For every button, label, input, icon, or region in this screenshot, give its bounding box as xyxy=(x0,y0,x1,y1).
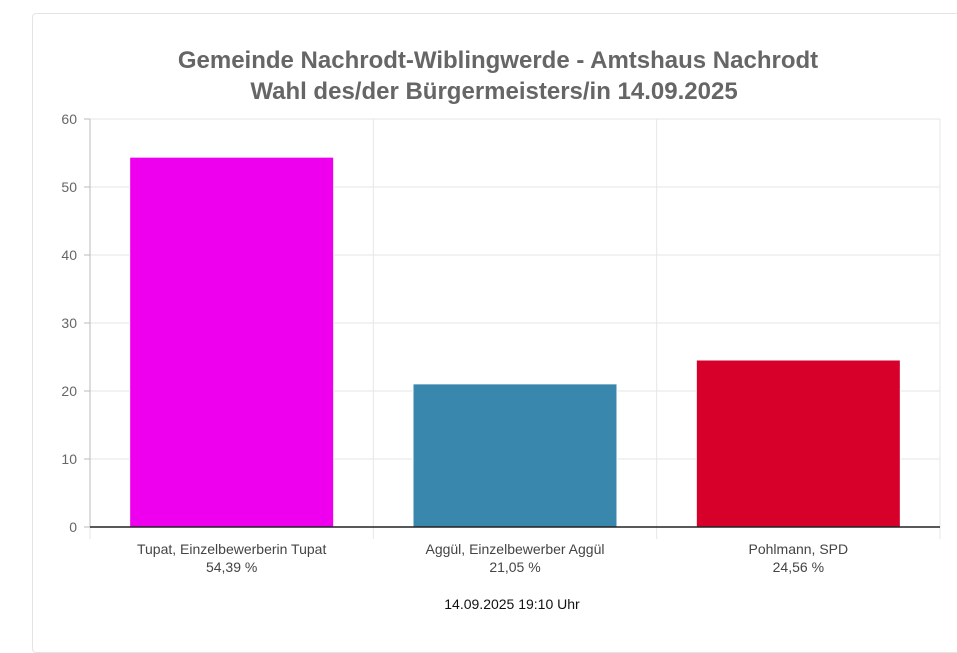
axes xyxy=(89,119,940,528)
footer-timestamp: 14.09.2025 19:10 Uhr xyxy=(444,596,580,612)
x-value-label: 24,56 % xyxy=(773,559,824,575)
x-value-label: 21,05 % xyxy=(489,559,540,575)
x-category-label: Aggül, Einzelbewerber Aggül xyxy=(425,541,604,557)
bars xyxy=(129,156,901,528)
bar[interactable] xyxy=(695,359,901,528)
x-category-label: Tupat, Einzelbewerberin Tupat xyxy=(137,541,326,557)
x-value-label: 54,39 % xyxy=(206,559,257,575)
chart-title-line-1: Gemeinde Nachrodt-Wiblingwerde - Amtshau… xyxy=(178,47,818,74)
y-tick-label: 30 xyxy=(61,315,77,331)
y-tick-label: 60 xyxy=(61,111,77,127)
chart-title-line-2: Wahl des/der Bürgermeisters/in 14.09.202… xyxy=(250,78,737,105)
bar[interactable] xyxy=(412,383,618,528)
y-tick-label: 20 xyxy=(61,383,77,399)
y-tick-label: 50 xyxy=(61,179,77,195)
y-axis-ticks: 0 10 20 30 40 50 60 xyxy=(61,111,90,535)
y-tick-label: 40 xyxy=(61,247,77,263)
y-tick-label: 0 xyxy=(69,519,77,535)
y-tick-label: 10 xyxy=(61,451,77,467)
x-category-label: Pohlmann, SPD xyxy=(749,541,849,557)
bar-chart: Gemeinde Nachrodt-Wiblingwerde - Amtshau… xyxy=(61,47,941,612)
bar[interactable] xyxy=(129,156,335,528)
x-axis-labels: Tupat, Einzelbewerberin Tupat 54,39 % Aggü… xyxy=(137,541,848,575)
